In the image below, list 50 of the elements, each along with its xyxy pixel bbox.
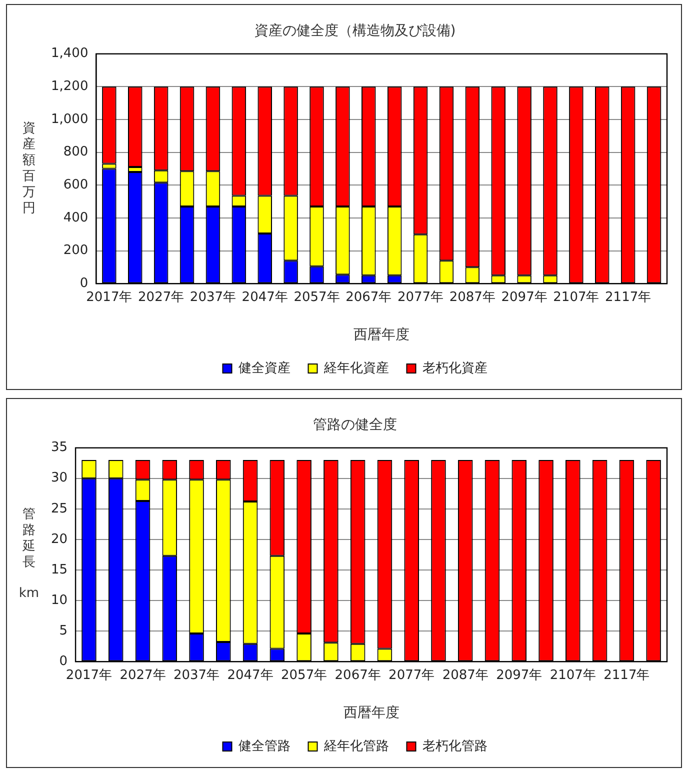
legend-label: 老朽化資産 [422,360,488,376]
x-tick-label: 2027年 [120,668,166,683]
legend-label: 経年化資産 [322,360,389,376]
x-tick-label: 2097年 [501,290,548,305]
y-tick-label: 600 [63,177,88,192]
legend-label: 経年化管路 [322,738,389,754]
y-tick-label: 35 [50,440,68,456]
x-tick-label: 2017年 [66,668,112,683]
x-tick-label: 2047年 [242,290,288,305]
legend-label: 健全資産 [238,360,290,376]
legend-label: 老朽化管路 [422,738,488,754]
y-tick-label: 30 [50,470,68,486]
x-tick-label: 2117年 [604,668,650,683]
x-axis-title: 西暦年度 [343,705,400,722]
y-tick-label: 5 [59,623,68,638]
x-tick-label: 2017年 [86,290,132,305]
y-tick-label: 15 [50,562,68,578]
x-tick-label: 2077年 [397,290,444,305]
x-tick-label: 2097年 [496,668,542,683]
x-tick-label: 2037年 [190,290,236,305]
y-tick-label: 200 [63,243,88,258]
y-tick-label: 800 [63,144,88,160]
x-axis-title: 西暦年度 [354,327,410,344]
y-tick-label: 1,400 [51,46,88,62]
chart-title: 管路の健全度 [313,417,397,434]
y-tick-label: 25 [50,501,68,516]
x-tick-label: 2077年 [388,668,435,683]
y-tick-label: 0 [80,276,88,291]
chart-title: 資産の健全度（構造物及び設備) [254,23,456,40]
text: 管路延長 km [18,507,40,602]
x-tick-label: 2067年 [346,290,392,305]
y-tick-label: 400 [63,210,88,226]
y-tick-label: 0 [59,654,68,669]
y-tick-label: 1,000 [51,112,88,127]
x-tick-label: 2037年 [173,668,220,683]
y-tick-label: 1,200 [51,79,88,94]
x-tick-label: 2087年 [449,290,496,305]
x-tick-label: 2087年 [442,668,488,683]
x-tick-label: 2107年 [553,290,600,305]
x-tick-label: 2027年 [138,290,184,305]
y-tick-label: 10 [50,592,68,608]
x-tick-label: 2047年 [227,668,274,683]
y-tick-label: 20 [50,532,68,547]
x-tick-label: 2107年 [550,668,596,683]
legend-label: 健全管路 [238,738,290,754]
x-tick-label: 2067年 [334,668,381,683]
y-axis-title: 資産額百万円 [22,121,36,216]
x-tick-label: 2117年 [605,290,652,305]
x-tick-label: 2057年 [281,668,328,683]
x-tick-label: 2057年 [294,290,340,305]
